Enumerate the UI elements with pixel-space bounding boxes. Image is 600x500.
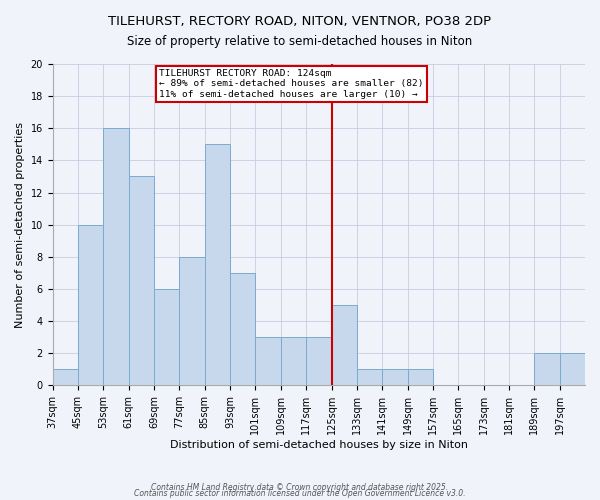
Y-axis label: Number of semi-detached properties: Number of semi-detached properties xyxy=(15,122,25,328)
Bar xyxy=(535,353,560,386)
Bar xyxy=(357,370,382,386)
Bar xyxy=(53,370,78,386)
Bar xyxy=(230,273,256,386)
Bar xyxy=(256,337,281,386)
Text: TILEHURST RECTORY ROAD: 124sqm
← 89% of semi-detached houses are smaller (82)
11: TILEHURST RECTORY ROAD: 124sqm ← 89% of … xyxy=(159,69,424,98)
Bar xyxy=(560,353,585,386)
Bar xyxy=(154,289,179,386)
Text: TILEHURST, RECTORY ROAD, NITON, VENTNOR, PO38 2DP: TILEHURST, RECTORY ROAD, NITON, VENTNOR,… xyxy=(109,15,491,28)
Text: Size of property relative to semi-detached houses in Niton: Size of property relative to semi-detach… xyxy=(127,35,473,48)
Bar xyxy=(407,370,433,386)
Bar xyxy=(103,128,129,386)
Bar xyxy=(306,337,332,386)
Bar xyxy=(78,224,103,386)
Bar xyxy=(205,144,230,386)
Bar xyxy=(179,257,205,386)
Bar xyxy=(332,305,357,386)
Text: Contains HM Land Registry data © Crown copyright and database right 2025.: Contains HM Land Registry data © Crown c… xyxy=(151,484,449,492)
Bar xyxy=(382,370,407,386)
Text: Contains public sector information licensed under the Open Government Licence v3: Contains public sector information licen… xyxy=(134,490,466,498)
X-axis label: Distribution of semi-detached houses by size in Niton: Distribution of semi-detached houses by … xyxy=(170,440,468,450)
Bar xyxy=(281,337,306,386)
Bar xyxy=(129,176,154,386)
